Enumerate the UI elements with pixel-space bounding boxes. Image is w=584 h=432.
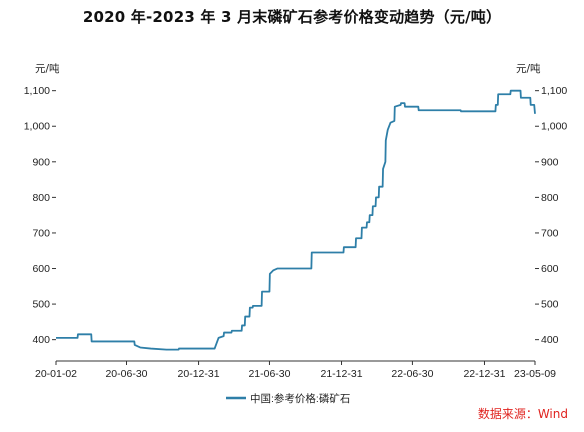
y-tick-label-left: 1,100 [24,85,50,97]
x-axis: 20-01-02 20-06-30 20-12-31 21-06-30 21-12-31… [35,361,556,380]
x-tick-label: 22-12-31 [463,368,505,380]
y-axis-left: 400 500 600 700 800 900 1,000 1,100 [24,85,56,346]
chart-title: 2020 年-2023 年 3 月末磷矿石参考价格变动趋势（元/吨） [82,8,502,26]
y-unit-right: 元/吨 [516,62,541,75]
y-tick-label-right: 400 [541,334,559,346]
y-tick-label-right: 500 [541,299,559,311]
x-tick-label: 21-12-31 [321,368,363,380]
y-tick-label-right: 1,100 [541,85,567,97]
y-unit-left: 元/吨 [35,62,60,75]
y-tick-label-left: 400 [32,334,50,346]
x-tick-label: 22-06-30 [391,368,433,380]
legend-label: 中国:参考价格:磷矿石 [250,392,350,405]
y-tick-label-right: 900 [541,156,559,168]
series-line [56,89,536,351]
y-tick-label-left: 800 [32,192,50,204]
data-source-note: 数据来源：Wind [477,407,568,421]
y-tick-label-right: 600 [541,263,559,275]
legend: 中国:参考价格:磷矿石 [226,392,350,405]
y-tick-label-left: 500 [32,299,50,311]
y-tick-label-right: 700 [541,227,559,239]
y-tick-label-right: 800 [541,192,559,204]
x-tick-label: 20-01-02 [35,368,77,380]
x-tick-label: 21-06-30 [248,368,290,380]
y-tick-label-left: 700 [32,227,50,239]
y-tick-label-left: 600 [32,263,50,275]
y-tick-label-left: 900 [32,156,50,168]
y-axis-right: 400 500 600 700 800 900 1,000 1,100 [535,85,567,346]
x-tick-label: 23-05-09 [514,368,556,380]
x-tick-label: 20-12-31 [178,368,220,380]
y-tick-label-left: 1,000 [24,121,50,133]
x-tick-label: 20-06-30 [105,368,147,380]
y-tick-label-right: 1,000 [541,121,567,133]
